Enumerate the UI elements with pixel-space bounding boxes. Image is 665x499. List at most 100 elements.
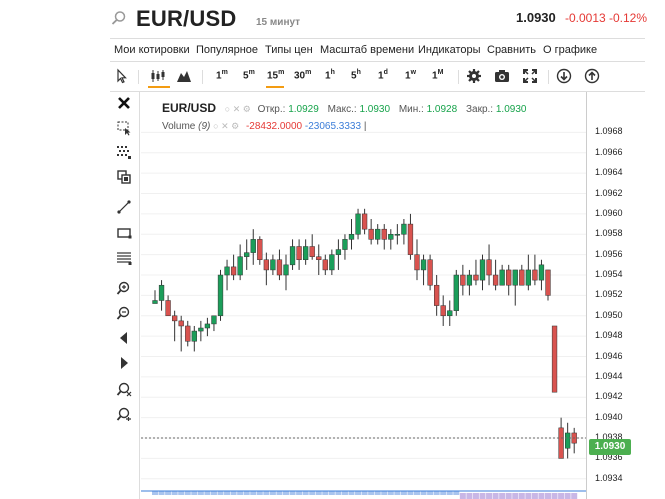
candle-body — [335, 249, 342, 255]
candlestick-chart[interactable] — [141, 92, 586, 499]
timeframe-5m[interactable]: 5m — [243, 69, 255, 82]
interval-label: 15 минут — [256, 17, 301, 28]
timeframe-30m[interactable]: 30m — [294, 69, 312, 82]
volume-bar — [322, 491, 329, 495]
volume-legend: Volume (9) ○ ✕ ⚙ -28432.0000 -23065.3333… — [162, 121, 366, 132]
candle — [355, 208, 361, 240]
volume-bar — [269, 491, 276, 495]
zoom-in-icon[interactable] — [116, 280, 132, 296]
candle — [185, 320, 191, 347]
candle-body — [361, 213, 368, 230]
volume-bar — [152, 491, 158, 495]
candle — [512, 269, 518, 306]
candle-body — [224, 266, 230, 276]
menu-time-scale[interactable]: Масштаб времени — [320, 44, 415, 56]
candle — [172, 310, 178, 342]
timeframe-1h[interactable]: 1h — [325, 69, 335, 82]
horizontal-lines-icon[interactable] — [116, 250, 132, 266]
price-tick-label: 1.0966 — [595, 146, 623, 157]
upload-cloud-icon[interactable] — [584, 68, 600, 84]
toolbar-separator — [458, 70, 459, 84]
legend-high-label: Макс.: — [327, 104, 357, 115]
candle-body — [479, 259, 486, 281]
volume-bar — [387, 491, 394, 495]
candle-body — [551, 325, 558, 393]
gear-icon[interactable] — [466, 68, 482, 84]
candle-body — [204, 323, 211, 329]
candle — [276, 249, 283, 281]
candle — [545, 269, 551, 301]
close-icon[interactable] — [116, 95, 132, 111]
zoom-fit-icon[interactable] — [116, 406, 132, 422]
copy-icon[interactable] — [116, 169, 132, 185]
candle — [178, 315, 184, 352]
candle — [165, 295, 171, 317]
timeframe-1w[interactable]: 1w — [405, 69, 417, 82]
candles-chart-icon[interactable] — [150, 68, 166, 84]
download-cloud-icon[interactable] — [556, 68, 572, 84]
volume-bar — [420, 491, 427, 495]
menu-indicators[interactable]: Индикаторы — [418, 44, 481, 56]
select-area-icon[interactable] — [116, 120, 132, 136]
candle — [368, 218, 374, 245]
volume-bar — [237, 491, 244, 495]
volume-bar — [335, 491, 342, 495]
volume-bar — [407, 491, 414, 495]
volume-bar — [400, 491, 407, 495]
candle — [414, 239, 420, 281]
toolbar-separator — [202, 70, 203, 84]
price-tick-label: 1.0938 — [595, 432, 623, 443]
zoom-reset-icon[interactable] — [116, 381, 132, 397]
volume-bar — [283, 491, 289, 495]
candle-body — [211, 315, 217, 325]
active-timeframe-indicator — [266, 86, 284, 88]
area-chart-icon[interactable] — [176, 68, 192, 84]
volume-bar — [374, 491, 381, 495]
volume-bar — [433, 491, 440, 495]
volume-settings-icon[interactable]: ○ ✕ ⚙ — [213, 121, 240, 131]
price-axis[interactable]: 1.0968 1.0966 1.0964 1.0962 1.0960 1.0958 1.09… — [586, 92, 645, 499]
timeframe-15m[interactable]: 15m — [267, 69, 285, 82]
price-tick-label: 1.0956 — [595, 248, 623, 259]
timeframe-1M[interactable]: 1M — [432, 69, 444, 82]
volume-bar — [158, 491, 165, 495]
timeframe-5h[interactable]: 5h — [351, 69, 361, 82]
camera-icon[interactable] — [494, 68, 510, 84]
rectangle-icon[interactable] — [116, 225, 132, 241]
last-price: 1.0930 — [516, 10, 556, 25]
menu-my-quotes[interactable]: Мои котировки — [114, 44, 190, 56]
fullscreen-icon[interactable] — [522, 68, 538, 84]
chart-grid — [141, 131, 586, 480]
cursor-icon[interactable] — [114, 68, 130, 84]
volume-bar — [191, 491, 198, 495]
zoom-out-icon[interactable] — [116, 305, 132, 321]
menu-price-types[interactable]: Типы цен — [265, 44, 313, 56]
volume-bar — [296, 491, 303, 495]
volume-bar — [184, 491, 191, 495]
volume-bar — [472, 493, 479, 499]
crosshair-grid-icon[interactable] — [116, 144, 132, 160]
trend-line-icon[interactable] — [116, 199, 132, 215]
candle-body — [460, 274, 466, 286]
legend-high-value: 1.0930 — [359, 104, 391, 115]
price-tick-label: 1.0934 — [595, 472, 623, 483]
candle-body — [172, 315, 178, 322]
legend-close-value: 1.0930 — [495, 104, 527, 115]
candle-body — [545, 269, 551, 296]
menu-compare[interactable]: Сравнить — [487, 44, 537, 56]
candle-body — [257, 239, 263, 260]
candle — [296, 239, 302, 270]
timeframe-1d[interactable]: 1d — [378, 69, 388, 82]
scroll-right-icon[interactable] — [116, 355, 132, 371]
candle-body — [565, 432, 571, 449]
scroll-left-icon[interactable] — [116, 330, 132, 346]
menu-about-chart[interactable]: О графике — [543, 44, 598, 56]
menu-popular[interactable]: Популярное — [196, 44, 259, 56]
volume-bar — [427, 491, 434, 495]
timeframe-1m[interactable]: 1m — [216, 69, 228, 82]
candle — [329, 249, 335, 276]
legend-open-label: Откр.: — [257, 104, 286, 115]
search-icon[interactable] — [111, 10, 127, 26]
candle-body — [329, 254, 335, 271]
eye-icon[interactable]: ○ ✕ ⚙ — [224, 104, 251, 114]
